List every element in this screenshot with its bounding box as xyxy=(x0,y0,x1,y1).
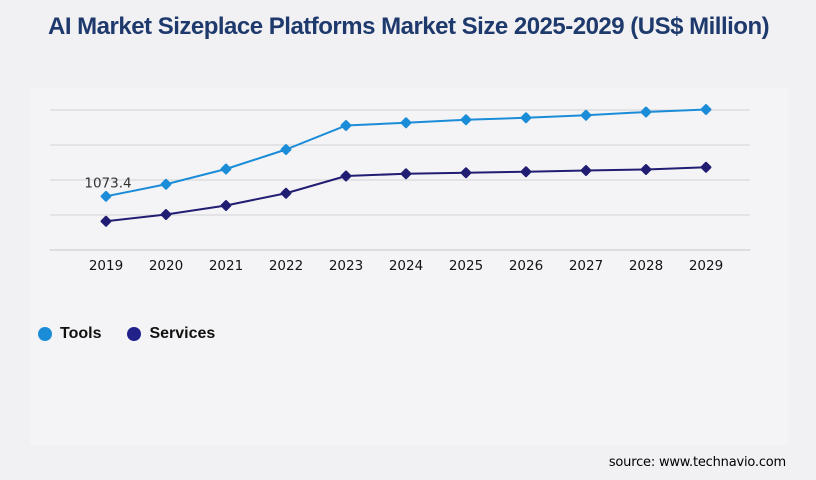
data-point-tools-2022[interactable] xyxy=(280,144,292,156)
x-axis-label-2024: 2024 xyxy=(389,258,423,274)
legend-item-services[interactable]: Services xyxy=(127,325,215,343)
services-series-marker-icon xyxy=(127,327,142,341)
data-point-services-2029[interactable] xyxy=(700,161,712,173)
x-axis-label-2023: 2023 xyxy=(329,258,363,274)
data-point-tools-2020[interactable] xyxy=(160,178,172,190)
legend-label-services: Services xyxy=(149,325,216,342)
legend-label-tools: Tools xyxy=(60,325,102,342)
data-point-services-2019[interactable] xyxy=(100,215,112,227)
chart-background-panel xyxy=(30,88,788,445)
data-point-services-2027[interactable] xyxy=(580,165,592,177)
data-point-services-2025[interactable] xyxy=(460,167,472,179)
x-axis-label-2026: 2026 xyxy=(509,258,543,274)
data-point-services-2024[interactable] xyxy=(400,168,412,180)
x-axis-label-2019: 2019 xyxy=(89,258,123,274)
data-point-services-2023[interactable] xyxy=(340,170,352,182)
data-point-services-2028[interactable] xyxy=(640,164,652,176)
data-point-tools-2023[interactable] xyxy=(340,120,352,132)
data-point-tools-2025[interactable] xyxy=(460,114,472,126)
data-point-services-2020[interactable] xyxy=(160,209,172,221)
x-axis-label-2025: 2025 xyxy=(449,258,483,274)
data-point-tools-2028[interactable] xyxy=(640,106,652,118)
x-axis-label-2022: 2022 xyxy=(269,258,303,274)
x-axis-label-2028: 2028 xyxy=(629,258,663,274)
data-point-tools-2027[interactable] xyxy=(580,109,592,121)
legend-item-tools[interactable]: Tools xyxy=(38,325,101,343)
x-axis-label-2021: 2021 xyxy=(209,258,243,274)
x-axis-label-2027: 2027 xyxy=(569,258,603,274)
chart-legend: Tools Services xyxy=(38,325,215,343)
data-point-tools-2029[interactable] xyxy=(700,104,712,116)
data-point-services-2022[interactable] xyxy=(280,187,292,199)
data-point-tools-2026[interactable] xyxy=(520,112,532,124)
data-point-tools-2024[interactable] xyxy=(400,117,412,129)
tools-series-marker-icon xyxy=(38,327,52,341)
point-label: 1073.4 xyxy=(84,175,131,191)
data-point-tools-2019[interactable] xyxy=(100,190,112,202)
data-point-services-2021[interactable] xyxy=(220,200,232,212)
x-axis-label-2029: 2029 xyxy=(689,258,723,274)
source-attribution: source: www.technavio.com xyxy=(608,455,786,470)
x-axis-label-2020: 2020 xyxy=(149,258,183,274)
data-point-tools-2021[interactable] xyxy=(220,163,232,175)
chart-title: AI Market Sizeplace Platforms Market Siz… xyxy=(48,13,770,40)
data-point-services-2026[interactable] xyxy=(520,166,532,178)
